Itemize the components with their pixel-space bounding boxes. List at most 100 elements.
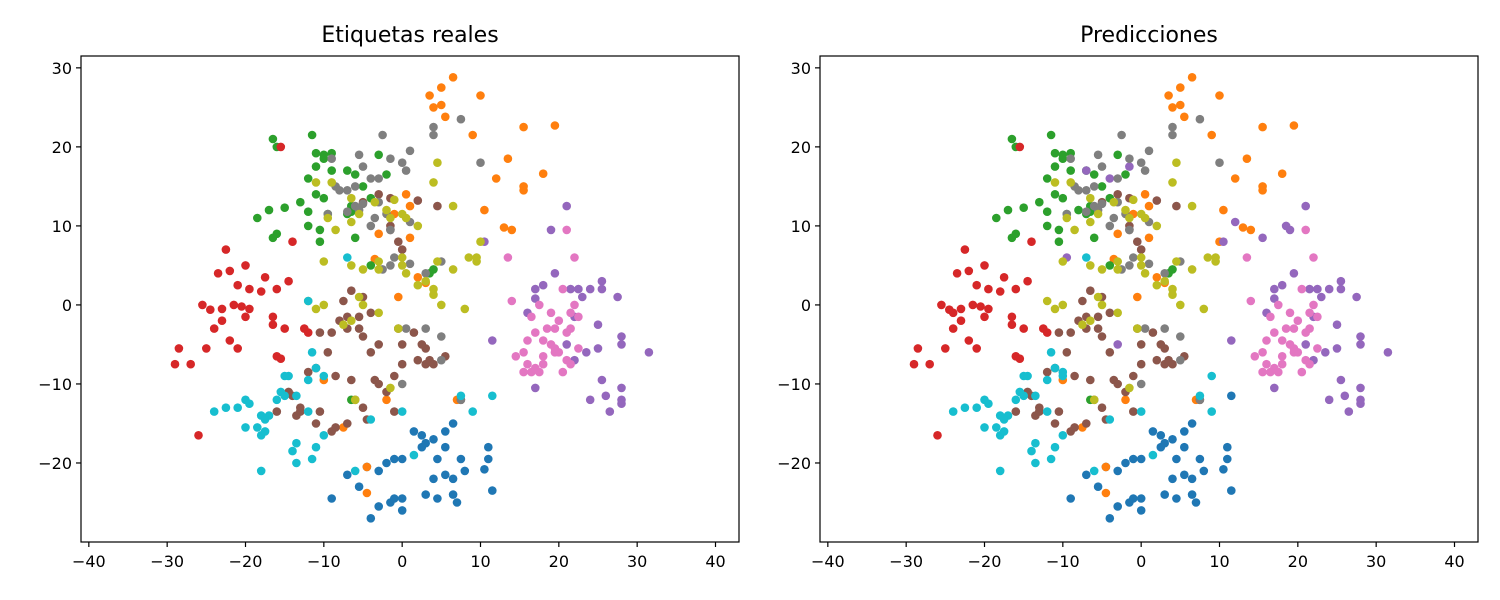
- data-point: [1125, 383, 1134, 393]
- plot-area-frame: [80, 55, 740, 543]
- y-tick-label: 30: [791, 59, 811, 78]
- data-point: [280, 391, 290, 401]
- data-point: [644, 348, 654, 357]
- data-point: [964, 266, 974, 276]
- data-point: [1113, 379, 1122, 389]
- data-point: [347, 261, 356, 270]
- data-point: [268, 312, 278, 322]
- data-point: [1285, 308, 1295, 318]
- data-point: [1105, 308, 1115, 318]
- data-point: [1172, 158, 1181, 167]
- data-point: [421, 438, 431, 448]
- data-point: [1305, 359, 1314, 369]
- data-point: [390, 371, 399, 381]
- series-3: [909, 142, 1052, 440]
- data-point: [1352, 292, 1361, 302]
- data-point: [405, 259, 415, 269]
- data-point: [437, 332, 446, 341]
- data-point: [948, 407, 958, 416]
- data-point: [1066, 178, 1075, 187]
- data-point: [1113, 502, 1122, 511]
- data-point: [280, 324, 290, 333]
- data-point: [1289, 269, 1299, 278]
- data-point: [331, 371, 340, 381]
- data-point: [437, 355, 446, 365]
- data-point: [1332, 344, 1342, 353]
- data-point: [1238, 223, 1248, 232]
- data-point: [390, 494, 399, 503]
- data-point: [550, 344, 560, 353]
- data-point: [980, 312, 989, 322]
- data-point: [499, 223, 509, 232]
- data-point: [245, 304, 254, 314]
- data-point: [1152, 355, 1162, 365]
- data-point: [1058, 300, 1068, 310]
- data-point: [252, 423, 262, 432]
- data-point: [1082, 253, 1091, 262]
- data-point: [327, 494, 337, 503]
- series-9: [948, 253, 1216, 476]
- data-point: [1097, 265, 1107, 274]
- data-point: [1097, 332, 1107, 341]
- data-point: [1140, 269, 1150, 278]
- data-point: [319, 193, 329, 203]
- data-point: [617, 383, 626, 393]
- data-point: [1356, 340, 1365, 349]
- data-point: [1129, 253, 1138, 262]
- data-point: [1093, 482, 1103, 492]
- data-point: [562, 201, 571, 211]
- data-point: [972, 344, 981, 353]
- series-2: [992, 130, 1177, 405]
- data-point: [323, 348, 333, 357]
- data-point: [1015, 354, 1025, 364]
- data-point: [1140, 166, 1150, 175]
- data-point: [1050, 162, 1060, 171]
- data-point: [1136, 407, 1146, 416]
- data-point: [1176, 355, 1185, 365]
- data-point: [448, 474, 458, 484]
- data-point: [343, 253, 352, 262]
- data-point: [366, 174, 376, 183]
- data-point: [296, 197, 305, 207]
- data-point: [574, 284, 583, 294]
- data-point: [476, 91, 485, 100]
- data-point: [1133, 324, 1142, 333]
- data-point: [913, 344, 923, 353]
- data-point: [323, 213, 333, 223]
- data-point: [1223, 442, 1232, 452]
- data-point: [976, 302, 985, 311]
- data-point: [1277, 352, 1287, 361]
- data-point: [307, 454, 317, 464]
- data-point: [1207, 130, 1216, 140]
- data-point: [272, 395, 282, 405]
- data-point: [1340, 391, 1350, 401]
- data-point: [1062, 348, 1072, 357]
- data-point: [1336, 284, 1346, 294]
- data-point: [370, 197, 380, 207]
- data-point: [343, 207, 352, 216]
- data-point: [1195, 391, 1205, 401]
- data-point: [1007, 312, 1017, 322]
- data-point: [1301, 328, 1310, 337]
- data-point: [390, 454, 399, 464]
- y-tick-label: −10: [38, 375, 72, 394]
- data-point: [1097, 199, 1107, 209]
- data-point: [331, 225, 340, 235]
- data-point: [405, 146, 415, 156]
- data-point: [374, 229, 384, 239]
- data-point: [390, 407, 399, 416]
- data-point: [1050, 363, 1060, 373]
- data-point: [960, 403, 970, 413]
- data-point: [1042, 407, 1052, 416]
- y-tick-label: 0: [801, 296, 811, 315]
- data-point: [1215, 158, 1224, 167]
- data-point: [1078, 296, 1087, 306]
- data-point: [303, 221, 313, 231]
- data-point: [933, 431, 942, 440]
- data-point: [984, 284, 993, 294]
- data-point: [370, 213, 380, 223]
- data-point: [252, 213, 262, 223]
- data-point: [256, 466, 266, 476]
- data-point: [1176, 332, 1185, 341]
- data-point: [1144, 259, 1154, 269]
